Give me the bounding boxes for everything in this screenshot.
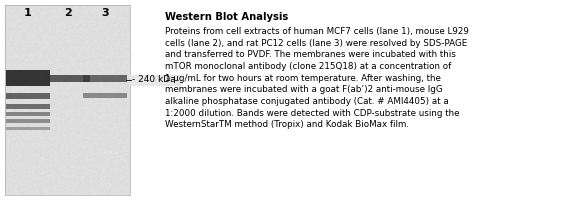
Bar xyxy=(6,112,50,116)
Bar xyxy=(83,74,127,82)
Text: Proteins from cell extracts of human MCF7 cells (lane 1), mouse L929
cells (lane: Proteins from cell extracts of human MCF… xyxy=(165,27,469,129)
Bar xyxy=(6,104,50,108)
Bar xyxy=(46,74,90,82)
Text: 1: 1 xyxy=(24,8,32,18)
Bar xyxy=(6,127,50,130)
Text: 3: 3 xyxy=(101,8,109,18)
Bar xyxy=(6,70,50,86)
Bar xyxy=(83,92,127,98)
Bar xyxy=(6,119,50,123)
Bar xyxy=(130,75,182,86)
Text: Western Blot Analysis: Western Blot Analysis xyxy=(165,12,288,22)
Text: 2: 2 xyxy=(64,8,72,18)
Bar xyxy=(5,5,130,195)
Text: - 240 kDa: - 240 kDa xyxy=(132,75,175,84)
Bar xyxy=(6,93,50,99)
